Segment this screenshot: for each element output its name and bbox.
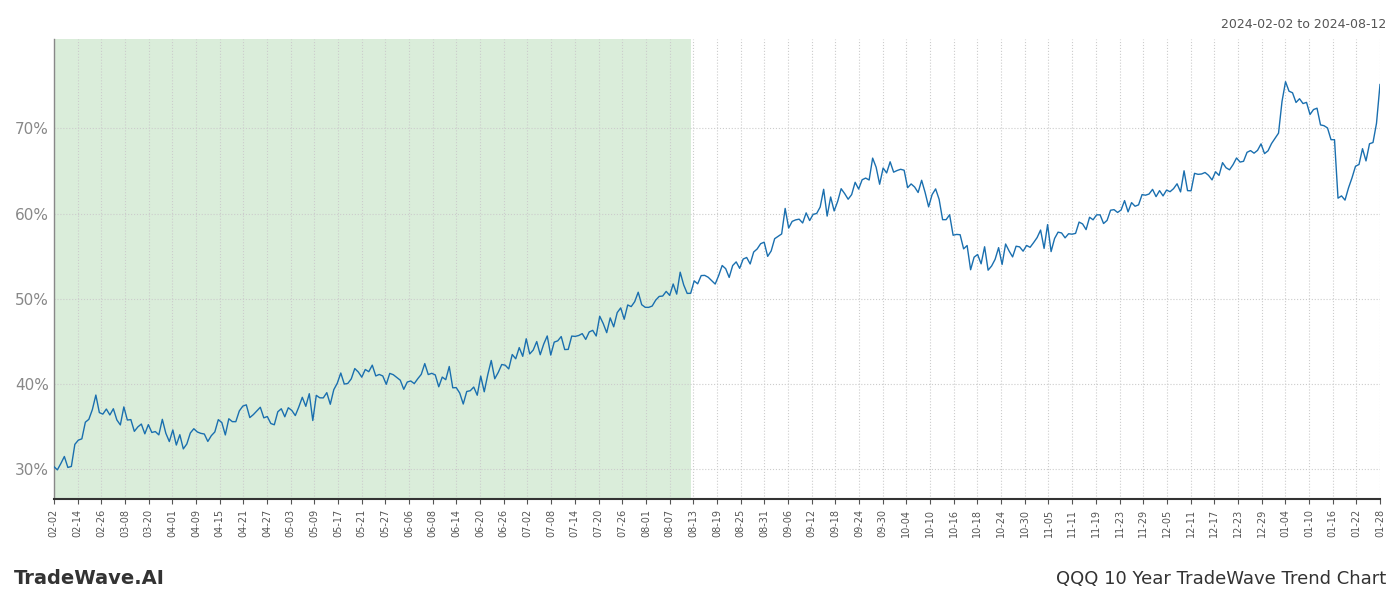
Bar xyxy=(53,39,690,499)
Text: 2024-02-02 to 2024-08-12: 2024-02-02 to 2024-08-12 xyxy=(1221,18,1386,31)
Text: TradeWave.AI: TradeWave.AI xyxy=(14,569,165,588)
Text: QQQ 10 Year TradeWave Trend Chart: QQQ 10 Year TradeWave Trend Chart xyxy=(1056,570,1386,588)
